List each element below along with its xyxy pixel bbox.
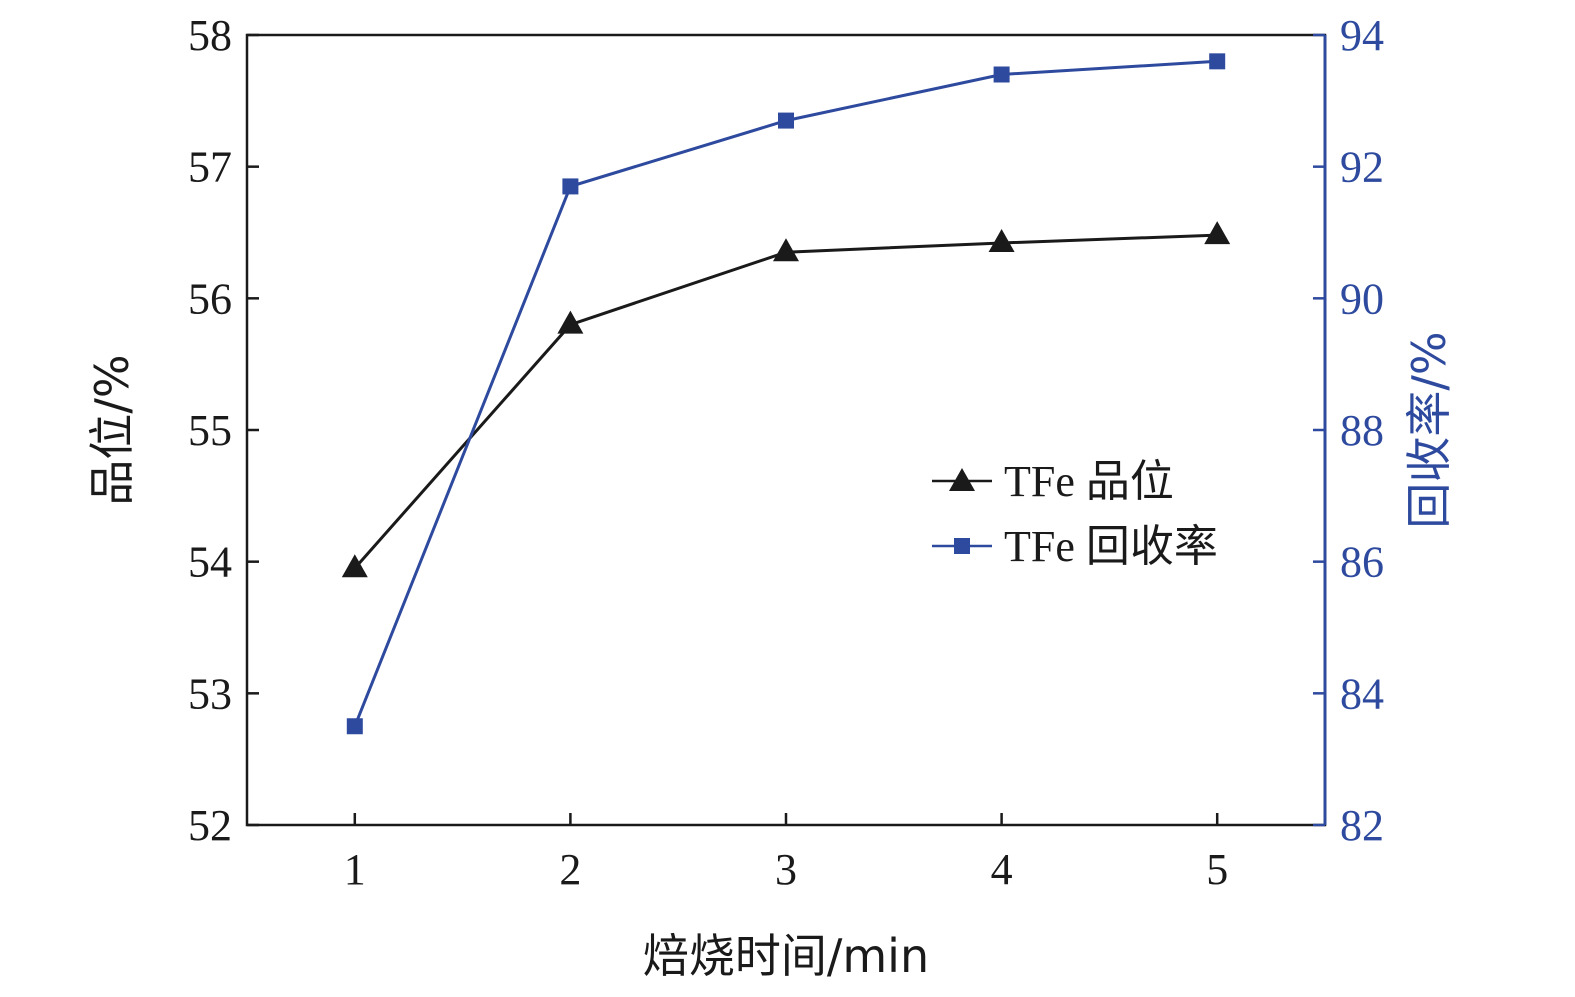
x-tick-label: 4 xyxy=(991,845,1013,894)
series-0-point xyxy=(557,310,584,334)
left-tick-label: 52 xyxy=(188,801,232,850)
legend-triangle-marker xyxy=(949,468,975,491)
series-0-point xyxy=(988,229,1015,253)
series-0-point xyxy=(341,554,368,578)
legend-square-marker xyxy=(954,538,970,554)
legend-label-grade: TFe 品位 xyxy=(1004,457,1174,506)
left-tick-label: 58 xyxy=(188,11,232,60)
right-axis-title: 回收率/% xyxy=(1402,331,1456,528)
x-tick-label: 2 xyxy=(559,845,581,894)
series-1-point xyxy=(993,66,1010,83)
series-1-point xyxy=(346,718,363,735)
x-axis-title: 焙烧时间/min xyxy=(643,929,929,983)
legend-item-recovery: TFe 回收率 xyxy=(932,522,1218,571)
series-line-1 xyxy=(353,59,1218,727)
right-tick-label: 90 xyxy=(1340,274,1384,323)
right-tick-label: 86 xyxy=(1340,538,1384,587)
series-0-point xyxy=(1204,221,1231,245)
left-tick-label: 56 xyxy=(188,274,232,323)
x-tick-label: 1 xyxy=(344,845,366,894)
series-0-point xyxy=(773,238,799,262)
series-1-point xyxy=(562,178,579,195)
right-axis-ticks: 82 84 86 88 90 92 94 xyxy=(1313,11,1384,850)
series-layer xyxy=(341,53,1231,735)
series-1-point xyxy=(778,112,794,129)
series-1-point xyxy=(1209,53,1226,70)
left-axis-ticks: 52 53 54 55 56 57 58 xyxy=(188,11,259,850)
right-tick-label: 88 xyxy=(1340,406,1384,455)
left-axis-title: 品位/% xyxy=(85,354,139,505)
right-tick-label: 84 xyxy=(1340,669,1384,718)
x-tick-label: 5 xyxy=(1206,845,1228,894)
plot-frame xyxy=(245,33,1327,827)
right-tick-label: 82 xyxy=(1340,801,1384,850)
right-tick-label: 92 xyxy=(1340,143,1384,192)
legend: TFe 品位 TFe 回收率 xyxy=(932,457,1218,571)
left-tick-label: 57 xyxy=(188,143,232,192)
legend-label-recovery: TFe 回收率 xyxy=(1004,522,1218,571)
left-tick-label: 53 xyxy=(188,669,232,718)
x-axis-ticks: 1 2 3 4 5 xyxy=(344,813,1228,894)
left-tick-label: 54 xyxy=(188,538,232,587)
right-tick-label: 94 xyxy=(1340,11,1384,60)
legend-item-grade: TFe 品位 xyxy=(932,457,1174,506)
left-tick-label: 55 xyxy=(188,406,232,455)
x-tick-label: 3 xyxy=(775,845,797,894)
